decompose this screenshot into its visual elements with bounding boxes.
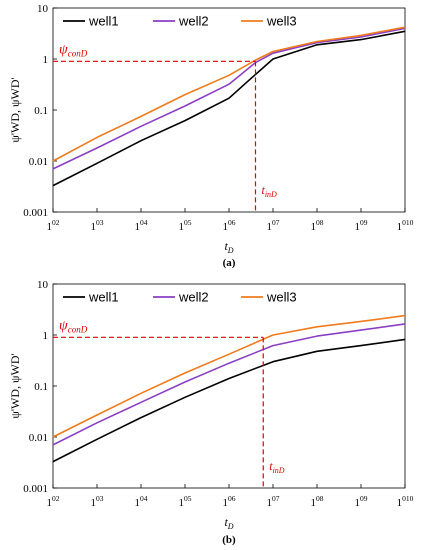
tin-label: tinD	[269, 459, 285, 475]
legend-label-well2: well2	[178, 290, 209, 305]
y-tick-label: 10	[37, 279, 49, 291]
series-line-well1	[52, 30, 406, 187]
plot-frame	[52, 283, 406, 489]
x-tick-label: 106	[223, 218, 236, 233]
y-tick-label: 0.01	[29, 432, 48, 444]
series-line-well3	[52, 314, 406, 438]
psi-con-label: ψconD	[59, 42, 88, 58]
y-tick-label: 1	[43, 54, 49, 66]
x-tick-label: 109	[355, 218, 368, 233]
legend-label-well3: well3	[266, 290, 297, 305]
panel-label: (a)	[223, 257, 236, 269]
x-tick-label: 105	[179, 218, 192, 233]
x-tick-label: 109	[355, 494, 368, 509]
chart-panel-a: 102 103 104 105 106 107 108 109 1010 0.001 0.01 0.1…	[8, 3, 414, 269]
legend-label-well1: well1	[88, 290, 119, 305]
y-tick-label: 0.1	[34, 105, 48, 117]
y-axis-title: ψ'WD, ψWD'	[8, 77, 22, 142]
x-tick-label: 104	[135, 494, 148, 509]
x-tick-label: 106	[223, 494, 236, 509]
x-tick-label: 108	[311, 494, 324, 509]
tin-label: tinD	[261, 183, 277, 199]
y-tick-label: 0.001	[23, 207, 48, 219]
y-tick-label: 0.01	[29, 156, 48, 168]
x-tick-label: 102	[47, 494, 60, 509]
x-axis-title: tD	[224, 515, 233, 531]
x-tick-label: 107	[267, 494, 280, 509]
panel-label: (b)	[222, 534, 236, 546]
series-line-well2	[52, 27, 406, 170]
x-tick-label: 1010	[397, 218, 414, 233]
x-tick-label: 104	[135, 218, 148, 233]
y-tick-label: 0.001	[23, 483, 48, 495]
x-tick-label: 108	[311, 218, 324, 233]
x-axis-title: tD	[224, 239, 233, 255]
series-line-well2	[52, 323, 406, 446]
legend-label-well2: well2	[178, 14, 209, 29]
y-tick-label: 1	[43, 330, 49, 342]
y-tick-label: 10	[37, 3, 49, 15]
x-tick-label: 102	[47, 218, 60, 233]
legend-label-well3: well3	[266, 14, 297, 29]
y-axis-title: ψ'WD, ψWD'	[8, 353, 22, 418]
x-tick-label: 103	[91, 218, 104, 233]
x-tick-label: 107	[267, 218, 280, 233]
series-line-well3	[52, 26, 406, 162]
legend-label-well1: well1	[88, 14, 119, 29]
x-tick-label: 105	[179, 494, 192, 509]
chart-panel-b: 102 103 104 105 106 107 108 109 1010 0.001 0.01 0.1…	[8, 279, 414, 546]
x-tick-label: 1010	[397, 494, 414, 509]
psi-con-label: ψconD	[59, 318, 88, 334]
series-line-well1	[52, 338, 406, 463]
x-tick-label: 103	[91, 494, 104, 509]
y-tick-label: 0.1	[34, 381, 48, 393]
